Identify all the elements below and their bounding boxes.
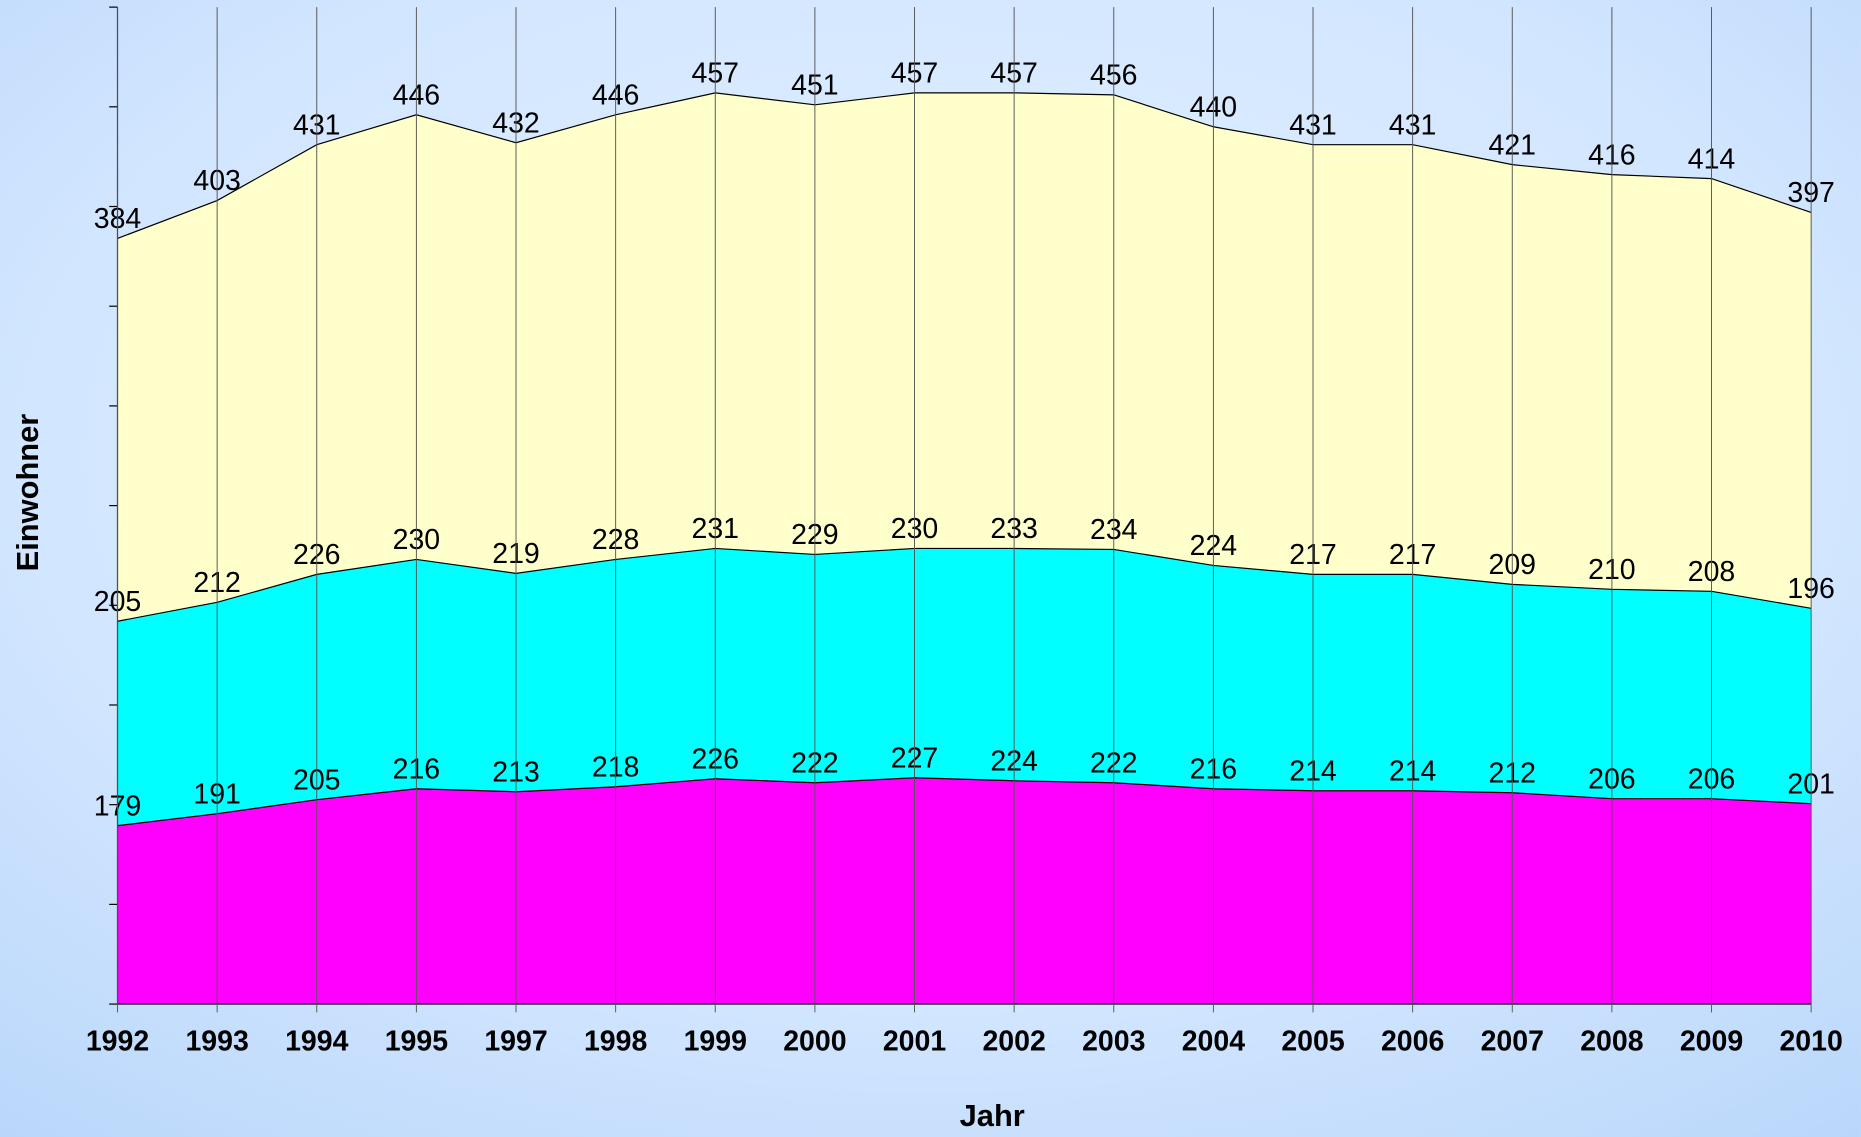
area xyxy=(117,92,1812,622)
area xyxy=(117,548,1812,826)
y-axis-label: Einwohner xyxy=(10,414,45,572)
area-outline xyxy=(117,92,1812,239)
x-axis-label: Jahr xyxy=(960,1098,1025,1133)
x-tick-label: 2005 xyxy=(1281,1026,1344,1058)
plot-area: 179 191 205 216 213 218 226 222 227 224 222 216 214 2… xyxy=(86,6,1843,1058)
x-tick-label: 2007 xyxy=(1481,1026,1544,1058)
x-tick-label: 2009 xyxy=(1680,1026,1743,1058)
x-tick-label: 2004 xyxy=(1182,1026,1245,1058)
x-tick-label: 1999 xyxy=(684,1026,747,1058)
x-tick-label: 2006 xyxy=(1381,1026,1444,1058)
x-tick-label: 1998 xyxy=(584,1026,647,1058)
area xyxy=(117,777,1812,1005)
x-tick-label: 1997 xyxy=(484,1026,547,1058)
x-tick-label: 2001 xyxy=(883,1026,946,1058)
area-outline xyxy=(117,777,1812,827)
x-tick-label: 1992 xyxy=(86,1026,149,1058)
x-tick-label: 2008 xyxy=(1580,1026,1643,1058)
x-tick-label: 2000 xyxy=(783,1026,846,1058)
x-tick-label: 1993 xyxy=(185,1026,248,1058)
x-tick-label: 2010 xyxy=(1779,1026,1842,1058)
x-tick-label: 2002 xyxy=(982,1026,1045,1058)
x-tick-label: 1995 xyxy=(385,1026,448,1058)
area-outline xyxy=(117,547,1812,622)
x-tick-label: 2003 xyxy=(1082,1026,1145,1058)
x-tick-label: 1994 xyxy=(285,1026,348,1058)
